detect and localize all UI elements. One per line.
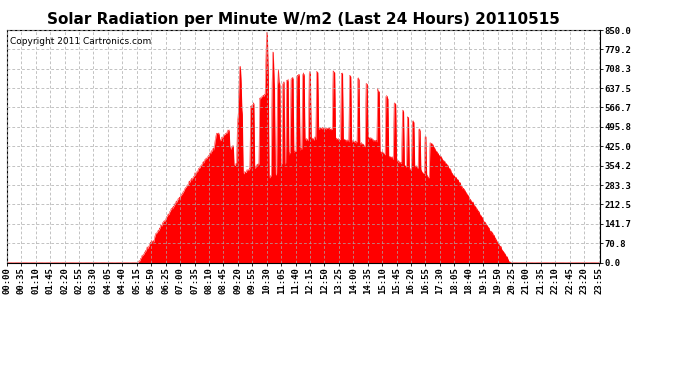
Title: Solar Radiation per Minute W/m2 (Last 24 Hours) 20110515: Solar Radiation per Minute W/m2 (Last 24… (47, 12, 560, 27)
Text: Copyright 2011 Cartronics.com: Copyright 2011 Cartronics.com (10, 37, 151, 46)
